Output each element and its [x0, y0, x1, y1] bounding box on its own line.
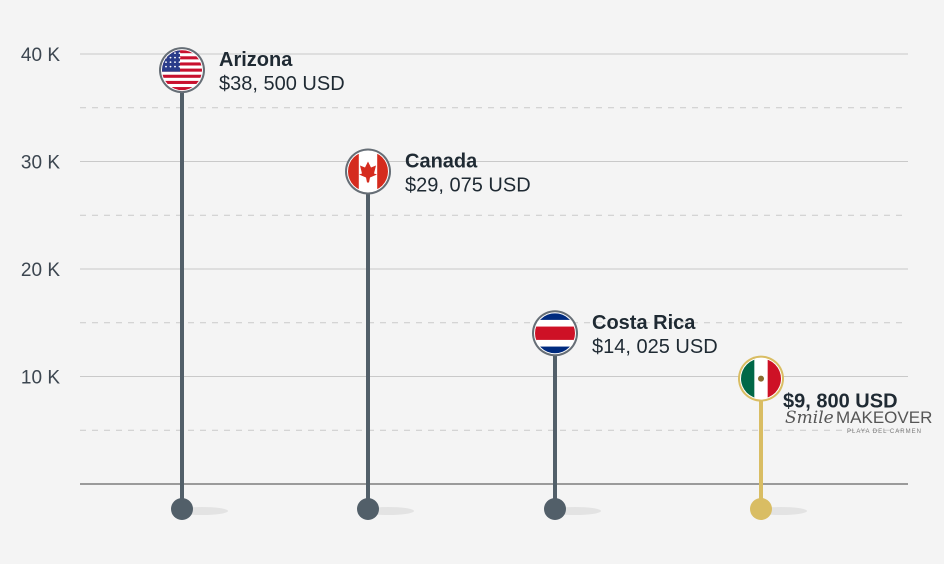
- lollipop-arizona: Arizona$38, 500 USD: [159, 47, 345, 520]
- y-tick-label: 30 K: [21, 153, 60, 174]
- point-label: Costa Rica: [592, 312, 696, 334]
- costa-rica-flag-icon: [535, 313, 575, 354]
- y-tick-label: 40 K: [21, 45, 60, 66]
- value-label: $14, 025 USD: [592, 336, 718, 358]
- brand-logo-sub: PLAYA DEL CARMEN: [847, 429, 922, 435]
- brand-logo-script: Smile: [785, 408, 834, 428]
- lollipop-mexico: $9, 800 USD: [738, 355, 898, 520]
- lollipop-canada: Canada$29, 075 USD: [345, 148, 531, 520]
- y-axis-ticks: 10 K 20 K 30 K 40 K: [21, 45, 60, 389]
- value-label: $38, 500 USD: [219, 73, 345, 95]
- mexico-flag-icon: [741, 358, 781, 399]
- brand-logo: Smile MAKEOVER PLAYA DEL CARMEN: [785, 408, 932, 435]
- value-label: $9, 800 USD: [783, 391, 898, 413]
- grid-lines: [80, 53, 908, 431]
- base-dot: [171, 498, 193, 520]
- brand-logo-main: MAKEOVER: [836, 408, 932, 427]
- base-dot: [544, 498, 566, 520]
- value-label: $29, 075 USD: [405, 174, 531, 196]
- lollipop-costa-rica: Costa Rica$14, 025 USD: [532, 310, 718, 520]
- canada-flag-icon: [348, 151, 388, 192]
- y-tick-label: 20 K: [21, 260, 60, 281]
- y-tick-label: 10 K: [21, 368, 60, 389]
- base-dot: [750, 498, 772, 520]
- point-label: Arizona: [219, 49, 293, 71]
- base-dot: [357, 498, 379, 520]
- point-label: Canada: [405, 150, 478, 172]
